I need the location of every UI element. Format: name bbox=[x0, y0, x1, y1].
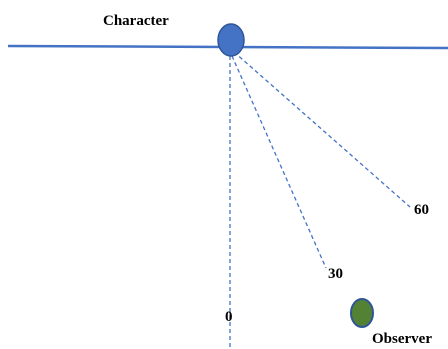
observer-circle bbox=[350, 298, 374, 328]
sight-line-30-degrees bbox=[231, 55, 327, 269]
character-circle bbox=[217, 23, 245, 57]
angle-label-30: 30 bbox=[328, 266, 343, 282]
angle-label-60: 60 bbox=[414, 202, 429, 218]
observer-label: Observer bbox=[372, 331, 432, 347]
sight-line-60-degrees bbox=[233, 51, 411, 208]
angle-label-0: 0 bbox=[225, 309, 233, 325]
character-label: Character bbox=[103, 13, 169, 29]
